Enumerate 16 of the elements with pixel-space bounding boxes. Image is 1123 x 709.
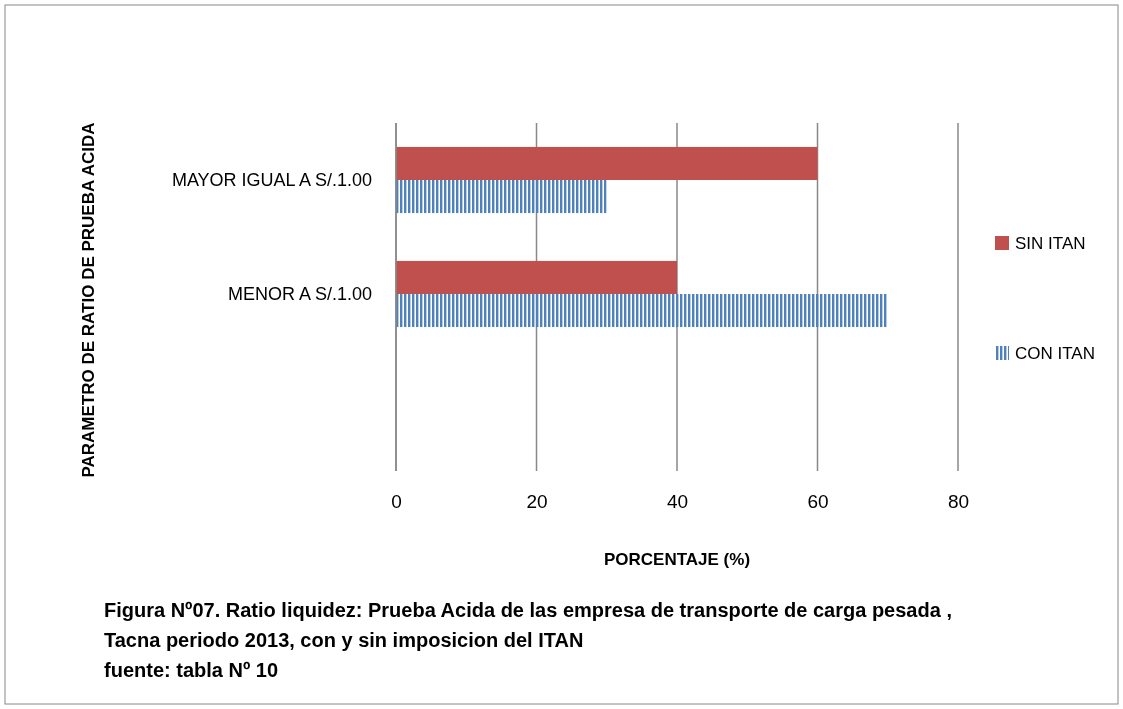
y-tick-label: MENOR A S/.1.00 (227, 283, 372, 304)
x-tick-label: 60 (807, 491, 829, 513)
bar (396, 146, 818, 180)
x-tick-label: 0 (391, 491, 402, 513)
y-tick-label: MAYOR IGUAL A S/.1.00 (171, 169, 372, 190)
bar (396, 180, 607, 214)
source-note: fuente: tabla Nº 10 (104, 659, 279, 681)
bar (396, 294, 888, 328)
x-axis-title: PORCENTAJE (%) (603, 550, 751, 569)
x-tick-label: 40 (666, 491, 689, 513)
y-axis-title: PARAMETRO DE RATIO DE PRUEBA ACIDA (79, 122, 98, 478)
x-tick-label: 80 (947, 491, 970, 513)
bar (396, 260, 677, 294)
x-tick-label: 20 (526, 491, 548, 513)
legend-label: CON ITAN (1015, 344, 1095, 363)
legend-label: SIN ITAN (1015, 234, 1086, 253)
